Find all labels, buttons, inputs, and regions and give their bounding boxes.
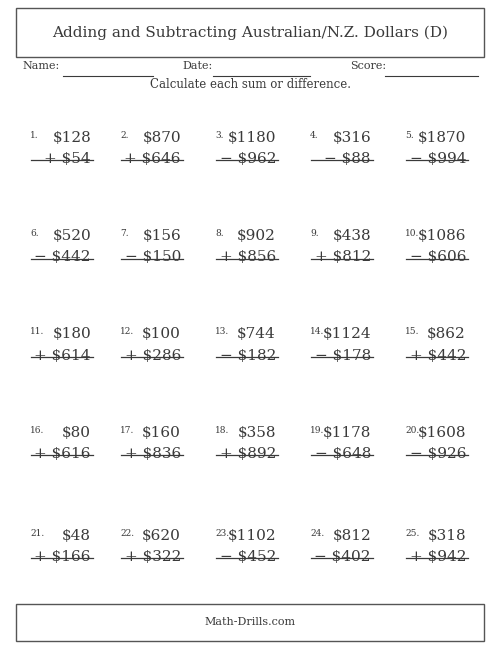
FancyBboxPatch shape [16, 8, 484, 57]
Text: 13.: 13. [215, 327, 229, 336]
Text: + $616: + $616 [34, 447, 91, 461]
Text: $316: $316 [332, 131, 371, 145]
Text: − $648: − $648 [314, 447, 371, 461]
Text: $812: $812 [332, 529, 371, 543]
Text: $744: $744 [238, 327, 276, 342]
Text: 8.: 8. [215, 229, 224, 238]
Text: + $892: + $892 [220, 447, 276, 461]
Text: + $812: + $812 [314, 250, 371, 265]
Text: 16.: 16. [30, 426, 44, 435]
Text: − $150: − $150 [124, 250, 181, 265]
Text: + $836: + $836 [125, 447, 181, 461]
Text: 11.: 11. [30, 327, 44, 336]
Text: 9.: 9. [310, 229, 318, 238]
Text: 17.: 17. [120, 426, 134, 435]
Text: 2.: 2. [120, 131, 128, 140]
Text: Name:: Name: [22, 61, 60, 71]
Text: 24.: 24. [310, 529, 324, 538]
Text: − $402: − $402 [314, 550, 371, 564]
Text: 7.: 7. [120, 229, 128, 238]
Text: $1178: $1178 [322, 426, 371, 440]
Text: − $452: − $452 [220, 550, 276, 564]
FancyBboxPatch shape [16, 604, 484, 641]
Text: 22.: 22. [120, 529, 134, 538]
Text: $100: $100 [142, 327, 181, 342]
Text: $1086: $1086 [418, 229, 466, 243]
Text: $1608: $1608 [418, 426, 466, 440]
Text: $180: $180 [52, 327, 91, 342]
Text: + $614: + $614 [34, 349, 91, 363]
Text: − $994: − $994 [410, 152, 466, 166]
Text: 14.: 14. [310, 327, 324, 336]
Text: + $322: + $322 [124, 550, 181, 564]
Text: + $856: + $856 [220, 250, 276, 265]
Text: Math-Drills.com: Math-Drills.com [204, 617, 296, 628]
Text: $520: $520 [52, 229, 91, 243]
Text: $620: $620 [142, 529, 181, 543]
Text: $318: $318 [428, 529, 466, 543]
Text: 12.: 12. [120, 327, 134, 336]
Text: $438: $438 [332, 229, 371, 243]
Text: $902: $902 [237, 229, 276, 243]
Text: + $54: + $54 [44, 152, 91, 166]
Text: 1.: 1. [30, 131, 38, 140]
Text: $1124: $1124 [322, 327, 371, 342]
Text: $1870: $1870 [418, 131, 466, 145]
Text: − $88: − $88 [324, 152, 371, 166]
Text: + $286: + $286 [124, 349, 181, 363]
Text: + $442: + $442 [410, 349, 466, 363]
Text: Adding and Subtracting Australian/N.Z. Dollars (D): Adding and Subtracting Australian/N.Z. D… [52, 25, 448, 39]
Text: Calculate each sum or difference.: Calculate each sum or difference. [150, 78, 350, 91]
Text: $358: $358 [238, 426, 276, 440]
Text: $48: $48 [62, 529, 91, 543]
Text: + $646: + $646 [124, 152, 181, 166]
Text: 25.: 25. [405, 529, 419, 538]
Text: − $606: − $606 [410, 250, 466, 265]
Text: $80: $80 [62, 426, 91, 440]
Text: $862: $862 [427, 327, 466, 342]
Text: $870: $870 [142, 131, 181, 145]
Text: − $442: − $442 [34, 250, 91, 265]
Text: 5.: 5. [405, 131, 414, 140]
Text: $156: $156 [142, 229, 181, 243]
Text: − $178: − $178 [315, 349, 371, 363]
Text: Date:: Date: [182, 61, 213, 71]
Text: 6.: 6. [30, 229, 38, 238]
Text: $128: $128 [52, 131, 91, 145]
Text: + $942: + $942 [410, 550, 466, 564]
Text: 4.: 4. [310, 131, 318, 140]
Text: 20.: 20. [405, 426, 419, 435]
Text: − $182: − $182 [220, 349, 276, 363]
Text: 10.: 10. [405, 229, 419, 238]
Text: + $166: + $166 [34, 550, 91, 564]
Text: 15.: 15. [405, 327, 419, 336]
Text: 18.: 18. [215, 426, 230, 435]
Text: $1102: $1102 [228, 529, 276, 543]
Text: 19.: 19. [310, 426, 324, 435]
Text: $1180: $1180 [228, 131, 276, 145]
Text: 3.: 3. [215, 131, 224, 140]
Text: $160: $160 [142, 426, 181, 440]
Text: − $926: − $926 [410, 447, 466, 461]
Text: Score:: Score: [350, 61, 386, 71]
Text: − $962: − $962 [220, 152, 276, 166]
Text: 21.: 21. [30, 529, 44, 538]
Text: 23.: 23. [215, 529, 229, 538]
